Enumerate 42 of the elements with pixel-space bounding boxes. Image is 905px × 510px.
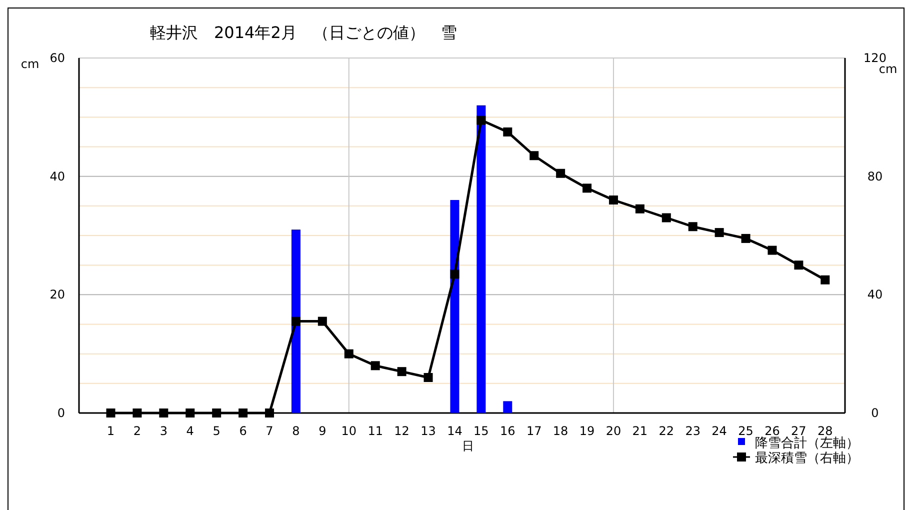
x-tick-label: 3 xyxy=(160,424,168,438)
x-tick-label: 22 xyxy=(658,424,674,438)
y2-axis-title: cm xyxy=(878,62,898,76)
legend-item: 降雪合計（左軸） xyxy=(738,436,859,451)
legend-label: 最深積雪（右軸） xyxy=(755,451,859,466)
x-tick-label: 13 xyxy=(420,424,436,438)
x-axis-title: 日 xyxy=(462,439,474,453)
x-tick-label: 4 xyxy=(186,424,194,438)
x-tick-label: 19 xyxy=(579,424,595,438)
x-tick-label: 17 xyxy=(526,424,542,438)
x-tick-label: 9 xyxy=(318,424,326,438)
y2-tick-label: 120 xyxy=(864,51,886,65)
x-tick-label: 8 xyxy=(292,424,300,438)
legend-item: 最深積雪（右軸） xyxy=(733,451,859,466)
x-tick-label: 25 xyxy=(738,424,754,438)
x-tick-label: 16 xyxy=(500,424,516,438)
y-tick-label: 0 xyxy=(57,406,65,420)
y2-tick-label: 40 xyxy=(867,288,883,302)
y-tick-label: 20 xyxy=(50,288,65,302)
x-tick-label: 26 xyxy=(764,424,780,438)
y2-tick-label: 80 xyxy=(867,169,883,184)
x-tick-label: 2 xyxy=(133,424,142,438)
x-tick-label: 24 xyxy=(712,424,727,438)
x-tick-label: 1 xyxy=(106,424,115,438)
x-tick-label: 28 xyxy=(818,424,833,438)
x-tick-label: 7 xyxy=(266,424,274,438)
x-tick-label: 20 xyxy=(606,424,622,438)
x-tick-label: 23 xyxy=(685,424,700,438)
x-tick-label: 11 xyxy=(368,424,383,438)
x-tick-label: 21 xyxy=(632,424,648,438)
x-tick-label: 18 xyxy=(552,424,568,438)
x-tick-label: 10 xyxy=(341,424,357,438)
y-tick-label: 40 xyxy=(50,169,65,184)
x-tick-label: 6 xyxy=(239,424,247,438)
x-tick-label: 5 xyxy=(212,424,220,438)
chart-title: 軽井沢 2014年2月 （日ごとの値） 雪 xyxy=(150,23,457,42)
y-tick-label: 60 xyxy=(50,51,65,65)
y-axis-title: cm xyxy=(20,57,40,71)
x-tick-label: 12 xyxy=(394,424,410,438)
y2-tick-label: 0 xyxy=(871,406,879,420)
x-tick-label: 14 xyxy=(447,424,462,438)
x-tick-label: 15 xyxy=(474,424,489,438)
